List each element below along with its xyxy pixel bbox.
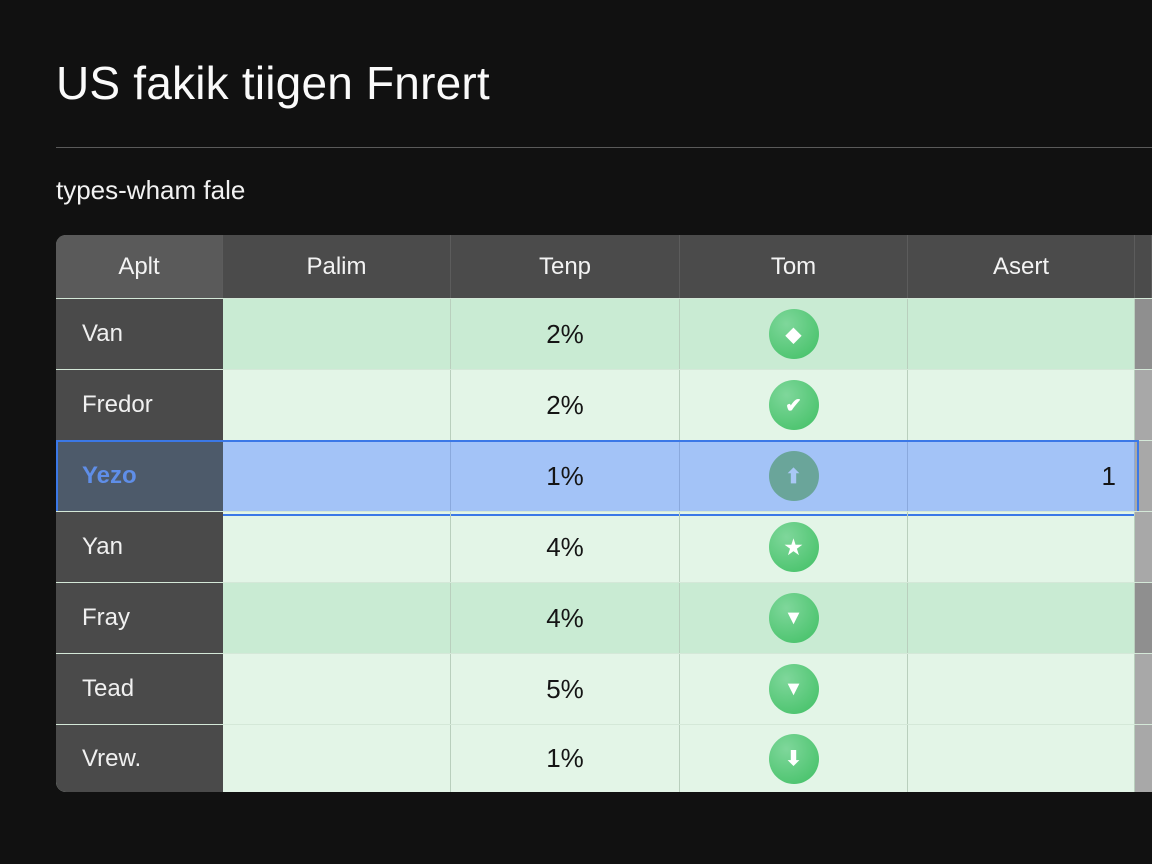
row-name-cell[interactable]: Yan — [56, 512, 223, 582]
tom-cell[interactable]: ⬆ — [680, 441, 908, 511]
diamond-icon[interactable]: ◆ — [768, 309, 819, 359]
scrollbar-track[interactable] — [1135, 441, 1152, 511]
scrollbar-track[interactable] — [1135, 299, 1152, 369]
scrollbar-track[interactable] — [1135, 654, 1152, 724]
tenp-cell[interactable]: 1% — [451, 441, 680, 511]
scrollbar-header — [1135, 235, 1152, 298]
table-row[interactable]: Vrew. 1% ⬇ — [56, 724, 1152, 792]
data-table: Aplt Palim Tenp Tom Asert Van 2% ◆ Fredor 2%… — [56, 235, 1152, 792]
page-subtitle: types-wham fale — [56, 175, 246, 205]
scrollbar-track[interactable] — [1135, 512, 1152, 582]
palim-cell[interactable] — [223, 441, 451, 511]
row-name-cell[interactable]: Van — [56, 299, 223, 369]
row-name-cell[interactable]: Tead — [56, 654, 223, 724]
row-name-cell[interactable]: Yezo — [56, 441, 223, 511]
arrow-down-icon[interactable]: ⬇ — [768, 733, 819, 784]
page-title: US fakik tiigen Fnrert — [56, 57, 490, 109]
tom-cell[interactable]: ▼ — [680, 583, 908, 653]
star-icon[interactable]: ★ — [768, 522, 819, 572]
column-header-tom[interactable]: Tom — [680, 235, 908, 298]
row-name-cell[interactable]: Fredor — [56, 370, 223, 440]
asert-cell[interactable] — [908, 370, 1135, 440]
scrollbar-track[interactable] — [1135, 370, 1152, 440]
column-header-asert[interactable]: Asert — [908, 235, 1135, 298]
scrollbar-track[interactable] — [1135, 583, 1152, 653]
palim-cell[interactable] — [223, 583, 451, 653]
tom-cell[interactable]: ▼ — [680, 654, 908, 724]
palim-cell[interactable] — [223, 725, 451, 792]
asert-cell[interactable]: 1 — [908, 441, 1135, 511]
column-header-palim[interactable]: Palim — [223, 235, 451, 298]
tom-cell[interactable]: ✔ — [680, 370, 908, 440]
tom-cell[interactable]: ★ — [680, 512, 908, 582]
asert-cell[interactable] — [908, 512, 1135, 582]
table-row[interactable]: Yan 4% ★ — [56, 511, 1152, 582]
tenp-cell[interactable]: 4% — [451, 583, 680, 653]
row-name-cell[interactable]: Vrew. — [56, 725, 223, 792]
arrow-down-icon[interactable]: ▼ — [768, 664, 819, 714]
tenp-cell[interactable]: 5% — [451, 654, 680, 724]
arrow-down-icon[interactable]: ▼ — [768, 593, 819, 643]
row-name-cell[interactable]: Fray — [56, 583, 223, 653]
tenp-cell[interactable]: 2% — [451, 370, 680, 440]
asert-cell[interactable] — [908, 583, 1135, 653]
asert-cell[interactable] — [908, 299, 1135, 369]
palim-cell[interactable] — [223, 512, 451, 582]
tom-cell[interactable]: ⬇ — [680, 725, 908, 792]
table-header: Aplt Palim Tenp Tom Asert — [56, 235, 1152, 298]
table-row[interactable]: Fredor 2% ✔ — [56, 369, 1152, 440]
palim-cell[interactable] — [223, 370, 451, 440]
tenp-cell[interactable]: 1% — [451, 725, 680, 792]
scrollbar-track[interactable] — [1135, 725, 1152, 792]
asert-cell[interactable] — [908, 725, 1135, 792]
tenp-cell[interactable]: 4% — [451, 512, 680, 582]
palim-cell[interactable] — [223, 654, 451, 724]
arrow-up-icon[interactable]: ⬆ — [768, 451, 819, 501]
table-row[interactable]: Fray 4% ▼ — [56, 582, 1152, 653]
palim-cell[interactable] — [223, 299, 451, 369]
table-row[interactable]: Van 2% ◆ — [56, 298, 1152, 369]
tenp-cell[interactable]: 2% — [451, 299, 680, 369]
table-row[interactable]: Yezo 1% ⬆ 1 — [56, 440, 1152, 516]
check-icon[interactable]: ✔ — [768, 380, 819, 430]
divider — [56, 147, 1152, 148]
table-row[interactable]: Tead 5% ▼ — [56, 653, 1152, 724]
column-header-aplt[interactable]: Aplt — [56, 235, 223, 298]
tom-cell[interactable]: ◆ — [680, 299, 908, 369]
asert-cell[interactable] — [908, 654, 1135, 724]
column-header-tenp[interactable]: Tenp — [451, 235, 680, 298]
